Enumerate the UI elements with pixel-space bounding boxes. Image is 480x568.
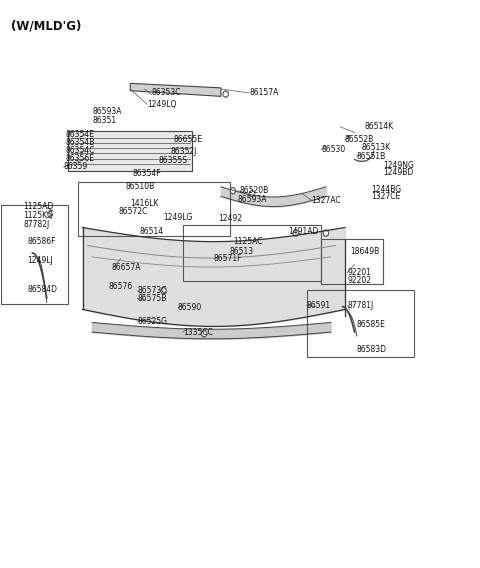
Circle shape xyxy=(231,189,234,193)
Text: 86590: 86590 xyxy=(178,303,202,312)
Text: 86586F: 86586F xyxy=(28,237,56,246)
Bar xyxy=(183,225,321,281)
Text: 86359: 86359 xyxy=(63,162,88,172)
Text: 86354E: 86354E xyxy=(66,130,95,139)
Text: 18649B: 18649B xyxy=(350,247,379,256)
Text: 86530: 86530 xyxy=(321,145,346,154)
Text: 86513K: 86513K xyxy=(362,143,391,152)
Circle shape xyxy=(323,229,329,236)
Text: 86351: 86351 xyxy=(92,115,116,124)
Circle shape xyxy=(293,229,299,236)
Circle shape xyxy=(324,231,327,235)
Circle shape xyxy=(223,91,228,98)
Text: 86510B: 86510B xyxy=(125,182,155,191)
Bar xyxy=(307,290,414,357)
Circle shape xyxy=(161,287,167,294)
Text: 86572C: 86572C xyxy=(118,207,148,216)
Text: 1125KQ: 1125KQ xyxy=(23,211,53,220)
Text: 86585E: 86585E xyxy=(357,320,386,329)
Text: 86575B: 86575B xyxy=(137,294,167,303)
Bar xyxy=(321,239,383,284)
Text: 86573C: 86573C xyxy=(137,286,167,295)
PathPatch shape xyxy=(68,131,192,171)
Circle shape xyxy=(162,289,165,293)
Text: 1244BG: 1244BG xyxy=(371,185,401,194)
Text: 1125AD: 1125AD xyxy=(23,202,53,211)
Text: 86584D: 86584D xyxy=(28,285,58,294)
Text: 86655E: 86655E xyxy=(173,135,202,144)
Circle shape xyxy=(203,332,205,336)
Circle shape xyxy=(201,331,207,337)
Text: 1125AC: 1125AC xyxy=(233,237,263,246)
Text: 86352J: 86352J xyxy=(171,147,197,156)
Text: 86593A: 86593A xyxy=(92,107,121,116)
Text: 86571F: 86571F xyxy=(214,254,242,263)
Text: 87781J: 87781J xyxy=(348,301,373,310)
Bar xyxy=(1,205,68,304)
Text: 86576: 86576 xyxy=(109,282,133,291)
Text: 86356E: 86356E xyxy=(66,154,95,163)
Text: 86354C: 86354C xyxy=(66,146,96,155)
Text: 86657A: 86657A xyxy=(111,262,141,272)
Text: 86514: 86514 xyxy=(140,227,164,236)
Text: 86157A: 86157A xyxy=(250,89,279,98)
Text: 1249NG: 1249NG xyxy=(383,161,414,170)
Text: 12492: 12492 xyxy=(218,215,242,223)
Text: 92202: 92202 xyxy=(348,276,372,285)
Text: 86583D: 86583D xyxy=(357,345,387,353)
Text: 86514K: 86514K xyxy=(364,122,393,131)
Text: 1249BD: 1249BD xyxy=(383,168,413,177)
Text: 1416LK: 1416LK xyxy=(130,199,159,208)
Bar xyxy=(78,182,230,236)
Text: 86520B: 86520B xyxy=(240,186,269,195)
Text: 1491AD: 1491AD xyxy=(288,227,318,236)
Circle shape xyxy=(249,190,255,197)
Text: 1249LG: 1249LG xyxy=(164,213,193,222)
Text: 87782J: 87782J xyxy=(24,220,50,228)
Text: 86353C: 86353C xyxy=(152,89,181,98)
Text: 1335CC: 1335CC xyxy=(183,328,213,337)
Text: 86354B: 86354B xyxy=(66,138,95,147)
Circle shape xyxy=(251,192,253,195)
Text: 86551B: 86551B xyxy=(357,152,386,161)
Text: 92201: 92201 xyxy=(348,268,372,277)
Text: 86513: 86513 xyxy=(229,247,253,256)
Circle shape xyxy=(224,93,227,96)
Text: 86355S: 86355S xyxy=(159,156,188,165)
Text: 86552B: 86552B xyxy=(345,135,374,144)
Text: 86354F: 86354F xyxy=(132,169,161,178)
Text: 86593A: 86593A xyxy=(238,195,267,204)
Circle shape xyxy=(230,187,236,194)
Text: 1327CE: 1327CE xyxy=(371,192,400,201)
Text: (W/MLD'G): (W/MLD'G) xyxy=(11,19,81,32)
Circle shape xyxy=(294,231,297,235)
Text: 86591: 86591 xyxy=(307,301,331,310)
Text: 1249LQ: 1249LQ xyxy=(147,100,176,108)
PathPatch shape xyxy=(130,83,221,97)
Text: 86525G: 86525G xyxy=(137,318,168,327)
Text: 1249LJ: 1249LJ xyxy=(28,256,53,265)
Text: 1327AC: 1327AC xyxy=(312,196,341,205)
